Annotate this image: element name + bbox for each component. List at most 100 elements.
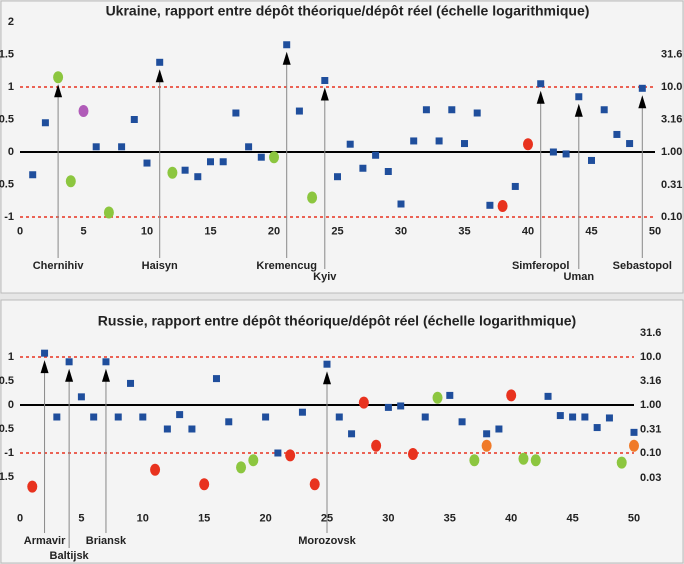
point bbox=[372, 151, 380, 159]
point bbox=[458, 418, 466, 426]
point bbox=[518, 452, 529, 465]
x-tick-label: 40 bbox=[505, 513, 517, 525]
point bbox=[473, 109, 481, 117]
point bbox=[194, 173, 202, 181]
point bbox=[92, 143, 100, 151]
point bbox=[269, 151, 279, 164]
point bbox=[397, 402, 405, 410]
point bbox=[118, 143, 126, 151]
point bbox=[78, 105, 89, 118]
point bbox=[544, 392, 552, 400]
annotation-label: Uman bbox=[564, 271, 595, 283]
annotation-arrow bbox=[282, 51, 291, 65]
point bbox=[581, 413, 589, 421]
point bbox=[511, 182, 519, 190]
point bbox=[335, 413, 343, 421]
point bbox=[556, 412, 564, 420]
point bbox=[346, 140, 354, 148]
point bbox=[486, 201, 494, 209]
y2-tick-label: 0.31 bbox=[661, 179, 682, 191]
annotation-label: Morozovsk bbox=[298, 535, 356, 547]
point bbox=[446, 391, 454, 399]
x-tick-label: 30 bbox=[395, 225, 407, 237]
point bbox=[616, 456, 627, 469]
annotation-arrow bbox=[320, 87, 329, 101]
point bbox=[605, 414, 613, 422]
point bbox=[593, 424, 601, 432]
annotation-label: Kremencug bbox=[256, 260, 317, 272]
point bbox=[225, 418, 233, 426]
y2-tick-label: 10.0 bbox=[661, 81, 682, 93]
y2-tick-label: 0.10 bbox=[640, 447, 661, 459]
y-tick-label: 0 bbox=[8, 146, 14, 158]
y2-tick-label: 1.00 bbox=[661, 146, 682, 158]
point bbox=[283, 41, 291, 49]
annotation-label: Sebastopol bbox=[613, 260, 672, 272]
point bbox=[65, 175, 76, 188]
y2-tick-label: 3.16 bbox=[661, 113, 682, 125]
point bbox=[114, 413, 122, 421]
annotation-label: Simferopol bbox=[512, 260, 569, 272]
point bbox=[569, 413, 577, 421]
point bbox=[410, 137, 418, 145]
point bbox=[422, 106, 430, 114]
point bbox=[323, 360, 331, 368]
point bbox=[176, 411, 184, 419]
point bbox=[274, 449, 282, 457]
point bbox=[506, 389, 517, 402]
annotation-arrow bbox=[574, 103, 583, 117]
x-tick-label: 40 bbox=[522, 225, 534, 237]
x-tick-label: 10 bbox=[141, 225, 153, 237]
x-tick-label: 45 bbox=[585, 225, 597, 237]
x-tick-label: 50 bbox=[628, 513, 640, 525]
point bbox=[41, 119, 49, 127]
y-tick-label: -1.5 bbox=[0, 471, 14, 483]
point bbox=[65, 358, 73, 366]
annotation-arrow bbox=[638, 95, 647, 109]
point bbox=[29, 171, 37, 179]
point bbox=[397, 200, 405, 208]
point bbox=[309, 478, 320, 491]
point bbox=[248, 454, 259, 467]
point bbox=[384, 403, 392, 411]
point bbox=[262, 413, 270, 421]
point bbox=[188, 425, 196, 433]
y-tick-label: 1 bbox=[8, 351, 14, 363]
x-tick-label: 50 bbox=[649, 225, 661, 237]
point bbox=[307, 191, 318, 204]
point bbox=[638, 84, 646, 92]
point bbox=[53, 413, 61, 421]
annotation-arrow bbox=[65, 368, 74, 382]
x-tick-label: 35 bbox=[444, 513, 456, 525]
panel bbox=[0, 0, 684, 294]
annotation-label: Chernihiv bbox=[33, 260, 85, 272]
point bbox=[461, 140, 468, 148]
x-tick-label: 20 bbox=[259, 513, 271, 525]
point bbox=[199, 478, 210, 491]
point bbox=[295, 107, 303, 115]
point bbox=[359, 164, 367, 172]
point bbox=[163, 425, 171, 433]
point bbox=[435, 137, 443, 145]
x-tick-label: 5 bbox=[78, 513, 84, 525]
annotation-label: Haisyn bbox=[142, 260, 178, 272]
point bbox=[298, 408, 306, 416]
point bbox=[469, 454, 480, 467]
point bbox=[257, 153, 265, 161]
point bbox=[371, 439, 382, 452]
point bbox=[156, 58, 164, 66]
y-tick-label: 0.5 bbox=[0, 113, 14, 125]
x-tick-label: 45 bbox=[566, 513, 578, 525]
point bbox=[167, 166, 178, 179]
point bbox=[245, 143, 253, 151]
point bbox=[483, 430, 491, 438]
point bbox=[407, 447, 418, 460]
point bbox=[523, 138, 533, 151]
y2-tick-label: 0.10 bbox=[661, 211, 682, 223]
point bbox=[285, 449, 296, 462]
annotation-arrow bbox=[323, 371, 331, 385]
point bbox=[150, 463, 161, 476]
annotation-arrow bbox=[40, 360, 49, 374]
x-tick-label: 25 bbox=[331, 225, 343, 237]
y-tick-label: -1 bbox=[4, 447, 14, 459]
